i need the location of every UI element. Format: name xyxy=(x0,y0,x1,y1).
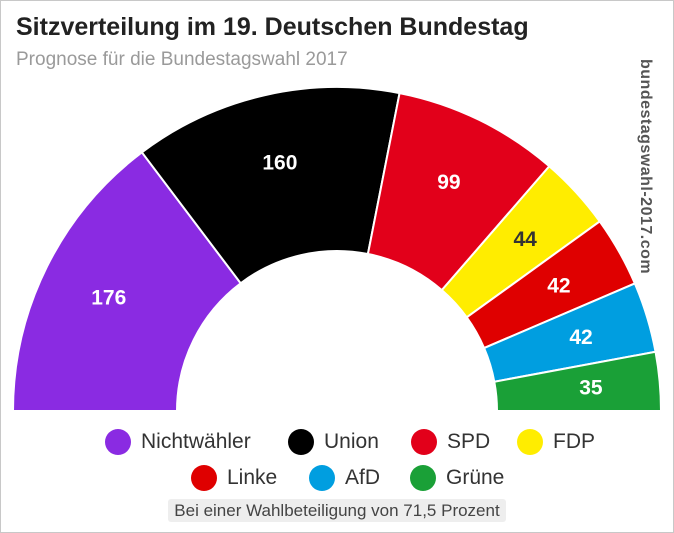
legend-swatch xyxy=(191,465,217,491)
footnote-text: Bei einer Wahlbeteiligung von 71,5 Proze… xyxy=(168,499,506,522)
legend-item-afd: AfD xyxy=(309,464,380,492)
chart-subtitle: Prognose für die Bundestagswahl 2017 xyxy=(16,49,348,70)
slice-union xyxy=(140,86,401,285)
legend-label: Union xyxy=(324,430,379,453)
legend-label: SPD xyxy=(447,430,491,453)
slice-nichtwähler xyxy=(11,150,243,412)
slice-value-label: 176 xyxy=(91,286,126,309)
legend-item-gruene: Grüne xyxy=(410,464,504,492)
legend-swatch xyxy=(410,465,436,491)
slice-value-label: 42 xyxy=(547,274,570,297)
slice-value-label: 44 xyxy=(514,228,538,251)
slice-value-label: 160 xyxy=(262,151,297,174)
footnote: Bei einer Wahlbeteiligung von 71,5 Proze… xyxy=(1,499,673,522)
slice-grüne xyxy=(493,350,663,412)
legend-label: Linke xyxy=(227,466,278,489)
legend-item-nichtwaehler: Nichtwähler xyxy=(105,428,251,456)
slice-value-label: 35 xyxy=(579,377,603,400)
legend-item-linke: Linke xyxy=(191,464,277,492)
legend-label: AfD xyxy=(345,466,381,489)
legend-item-fdp: FDP xyxy=(517,428,595,456)
legend-item-union: Union xyxy=(288,428,379,456)
slice-value-label: 99 xyxy=(437,171,460,194)
legend-label: Nichtwähler xyxy=(141,430,251,453)
legend-swatch xyxy=(309,465,335,491)
legend-item-spd: SPD xyxy=(411,428,490,456)
legend-swatch xyxy=(288,429,314,455)
slice-value-label: 42 xyxy=(569,326,592,349)
legend-swatch xyxy=(517,429,543,455)
legend-swatch xyxy=(105,429,131,455)
legend-label: FDP xyxy=(553,430,595,453)
legend-swatch xyxy=(411,429,437,455)
seat-chart: 176 160 99 44 42 42 35 xyxy=(11,86,663,412)
legend-label: Grüne xyxy=(446,466,505,489)
chart-title: Sitzverteilung im 19. Deutschen Bundesta… xyxy=(16,13,529,41)
